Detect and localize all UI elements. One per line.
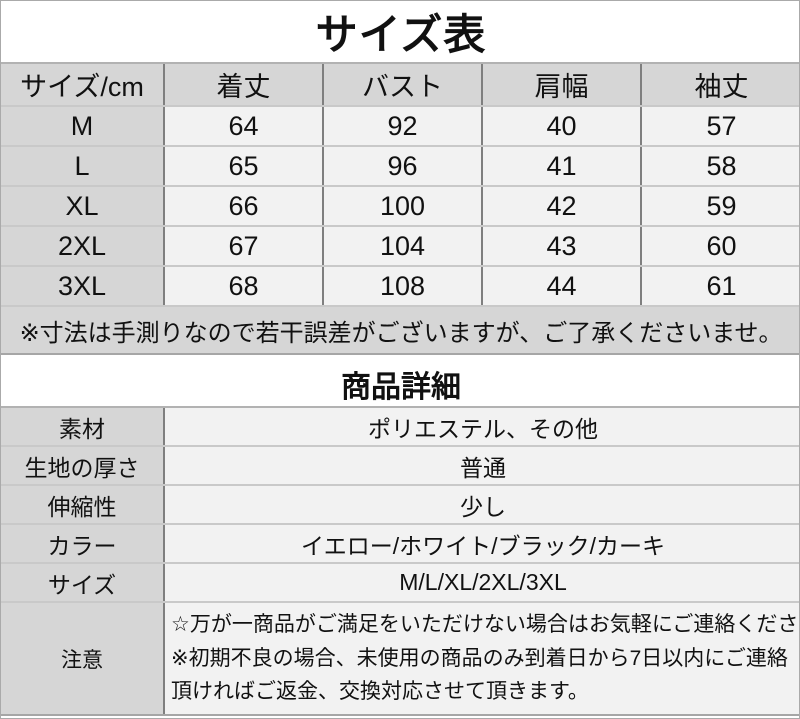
size-table-title: サイズ表 (315, 11, 487, 58)
value-cell: 92 (322, 106, 482, 147)
size-row-m: M 64 92 40 57 (1, 106, 799, 147)
col-header-length: 着丈 (163, 63, 323, 107)
size-row-3xl: 3XL 68 108 44 61 (1, 266, 799, 307)
detail-row-material: 素材 ポリエステル、その他 (1, 407, 799, 447)
notice-text: ☆万が一商品がご満足をいただけない場合はお気軽にご連絡ください。 ※初期不良の場… (163, 602, 800, 716)
notice-line: ※初期不良の場合、未使用の商品のみ到着日から7日以内にご連絡 (171, 646, 788, 670)
value-cell: 66 (163, 186, 323, 227)
detail-row-stretch: 伸縮性 少し (1, 485, 799, 525)
value-cell: 40 (481, 106, 641, 147)
value-cell: 59 (639, 186, 799, 227)
size-label: XL (1, 186, 164, 227)
value-cell: 68 (163, 266, 323, 307)
size-table-header-row: サイズ/cm 着丈 バスト 肩幅 袖丈 (1, 63, 799, 107)
value-cell: 42 (481, 186, 641, 227)
detail-value: イエロー/ホワイト/ブラック/カーキ (163, 524, 799, 564)
size-row-2xl: 2XL 67 104 43 60 (1, 226, 799, 267)
col-header-shoulder: 肩幅 (481, 63, 641, 107)
notice-lines: ☆万が一商品がご満足をいただけない場合はお気軽にご連絡ください。 ※初期不良の場… (166, 606, 800, 711)
size-label: 2XL (1, 226, 164, 267)
size-table-title-row: サイズ表 (1, 1, 799, 64)
detail-row-notice: 注意 ☆万が一商品がご満足をいただけない場合はお気軽にご連絡ください。 ※初期不… (1, 602, 800, 716)
size-label: L (1, 146, 164, 187)
detail-value: M/L/XL/2XL/3XL (163, 563, 799, 603)
detail-value: 少し (163, 485, 799, 525)
value-cell: 44 (481, 266, 641, 307)
value-cell: 96 (322, 146, 482, 187)
details-title: 商品詳細 (341, 371, 461, 404)
value-cell: 61 (639, 266, 799, 307)
detail-label: サイズ (1, 563, 164, 603)
details-title-row: 商品詳細 (1, 362, 799, 408)
value-cell: 43 (481, 226, 641, 267)
value-cell: 41 (481, 146, 641, 187)
value-cell: 108 (322, 266, 482, 307)
col-header-size-cm: サイズ/cm (1, 63, 164, 107)
size-label: 3XL (1, 266, 164, 307)
detail-value: ポリエステル、その他 (163, 407, 799, 447)
notice-label: 注意 (1, 602, 164, 716)
size-row-xl: XL 66 100 42 59 (1, 186, 799, 227)
notice-line: 頂ければご返金、交換対応させて頂きます。 (171, 680, 589, 704)
value-cell: 104 (322, 226, 482, 267)
value-cell: 57 (639, 106, 799, 147)
notice-line: ☆万が一商品がご満足をいただけない場合はお気軽にご連絡ください。 (171, 613, 800, 637)
value-cell: 65 (163, 146, 323, 187)
value-cell: 58 (639, 146, 799, 187)
size-label: M (1, 106, 164, 147)
value-cell: 60 (639, 226, 799, 267)
product-details-table: 商品詳細 素材 ポリエステル、その他 生地の厚さ 普通 伸縮性 少し カラー イ… (1, 362, 800, 716)
size-table: サイズ表 サイズ/cm 着丈 バスト 肩幅 袖丈 M 64 92 40 57 L… (1, 1, 799, 355)
size-row-l: L 65 96 41 58 (1, 146, 799, 187)
detail-row-thickness: 生地の厚さ 普通 (1, 446, 799, 486)
col-header-sleeve: 袖丈 (639, 63, 799, 107)
detail-label: 素材 (1, 407, 164, 447)
detail-label: カラー (1, 524, 164, 564)
measurement-note: ※寸法は手測りなので若干誤差がございますが、ご了承くださいませ。 (1, 305, 799, 355)
detail-row-size: サイズ M/L/XL/2XL/3XL (1, 563, 799, 603)
section-divider (1, 355, 799, 362)
value-cell: 100 (322, 186, 482, 227)
col-header-bust: バスト (322, 63, 482, 107)
value-cell: 67 (163, 226, 323, 267)
detail-label: 生地の厚さ (1, 446, 164, 486)
value-cell: 64 (163, 106, 323, 147)
size-table-note-row: ※寸法は手測りなので若干誤差がございますが、ご了承くださいませ。 (1, 305, 799, 355)
detail-label: 伸縮性 (1, 485, 164, 525)
detail-row-color: カラー イエロー/ホワイト/ブラック/カーキ (1, 524, 799, 564)
detail-value: 普通 (163, 446, 799, 486)
